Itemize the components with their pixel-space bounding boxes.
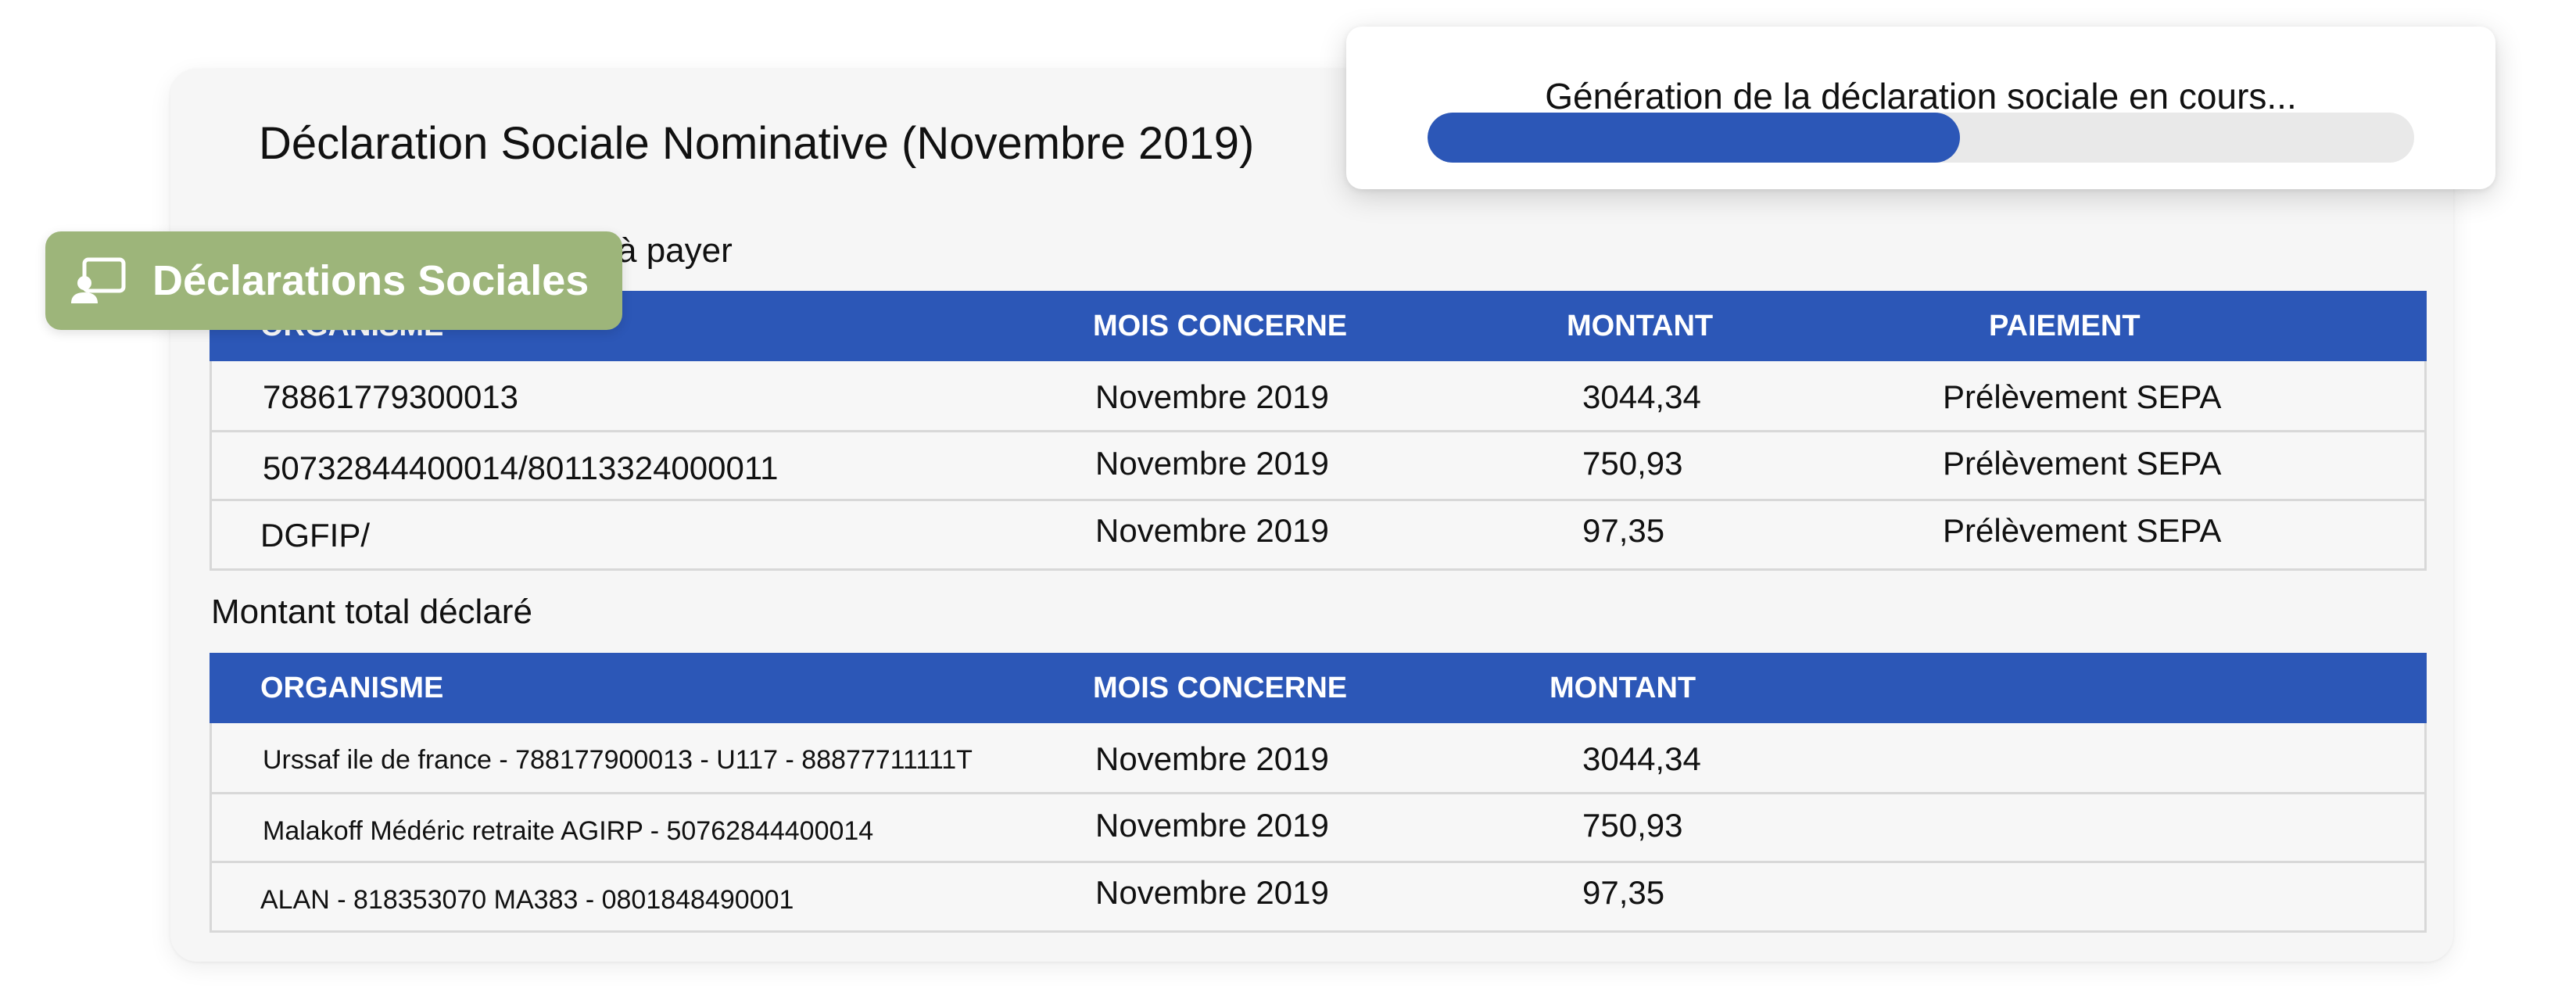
section-title-a-payer: à payer — [618, 231, 733, 270]
progress-bar — [1428, 113, 2414, 163]
cell-montant: 97,35 — [1582, 874, 1665, 911]
declarations-sociales-badge[interactable]: Déclarations Sociales — [45, 231, 622, 330]
cell-montant: 3044,34 — [1582, 740, 1701, 777]
progress-status-text: Génération de la déclaration sociale en … — [1545, 76, 2297, 116]
badge-label: Déclarations Sociales — [152, 257, 589, 304]
cell-paiement: Prélèvement SEPA — [1943, 378, 2222, 415]
table-montant-total: ORGANISME MOIS CONCERNE MONTANT Urssaf i… — [210, 653, 2427, 933]
cell-paiement: Prélèvement SEPA — [1943, 512, 2222, 549]
column-header-mois[interactable]: MOIS CONCERNE — [1093, 672, 1348, 704]
cell-organisme: 50732844400014/80113324000011 — [263, 450, 779, 486]
column-header-organisme[interactable]: ORGANISME — [260, 672, 444, 704]
table-row[interactable]: 50732844400014/80113324000011 Novembre 2… — [212, 430, 2424, 499]
table-row[interactable]: ALAN - 818353070 MA383 - 0801848490001 N… — [212, 861, 2424, 930]
column-header-montant[interactable]: MONTANT — [1567, 310, 1714, 342]
cell-montant: 3044,34 — [1582, 378, 1701, 415]
cell-organisme: Malakoff Médéric retraite AGIRP - 507628… — [263, 816, 874, 846]
table-row[interactable]: 78861779300013 Novembre 2019 3044,34 Pré… — [212, 361, 2424, 430]
table-row[interactable]: Urssaf ile de france - 788177900013 - U1… — [212, 723, 2424, 792]
column-header-montant[interactable]: MONTANT — [1550, 672, 1696, 704]
person-screen-icon — [69, 256, 127, 306]
column-header-mois[interactable]: MOIS CONCERNE — [1093, 310, 1348, 342]
cell-paiement: Prélèvement SEPA — [1943, 445, 2222, 482]
cell-mois: Novembre 2019 — [1095, 445, 1329, 482]
cell-mois: Novembre 2019 — [1095, 874, 1329, 911]
progress-bar-fill — [1428, 113, 1961, 163]
section-title-montant-total: Montant total déclaré — [211, 593, 532, 631]
cell-organisme: 78861779300013 — [263, 378, 519, 415]
cell-montant: 750,93 — [1582, 445, 1683, 482]
cell-mois: Novembre 2019 — [1095, 740, 1329, 777]
column-header-paiement[interactable]: PAIEMENT — [1989, 310, 2141, 342]
card-title: Déclaration Sociale Nominative (Novembre… — [259, 118, 1255, 169]
table-row[interactable]: DGFIP/ Novembre 2019 97,35 Prélèvement S… — [212, 499, 2424, 568]
cell-mois: Novembre 2019 — [1095, 807, 1329, 844]
cell-organisme: DGFIP/ — [260, 517, 371, 554]
cell-mois: Novembre 2019 — [1095, 378, 1329, 415]
table-header: ORGANISME MOIS CONCERNE MONTANT — [210, 653, 2427, 723]
cell-montant: 97,35 — [1582, 512, 1665, 549]
cell-mois: Novembre 2019 — [1095, 512, 1329, 549]
table-a-payer: ORGANISME MOIS CONCERNE MONTANT PAIEMENT… — [210, 291, 2427, 571]
table-row[interactable]: Malakoff Médéric retraite AGIRP - 507628… — [212, 792, 2424, 861]
cell-organisme: Urssaf ile de france - 788177900013 - U1… — [263, 745, 973, 775]
cell-montant: 750,93 — [1582, 807, 1683, 844]
cell-organisme: ALAN - 818353070 MA383 - 0801848490001 — [260, 885, 794, 915]
progress-popup: Génération de la déclaration sociale en … — [1346, 27, 2495, 189]
